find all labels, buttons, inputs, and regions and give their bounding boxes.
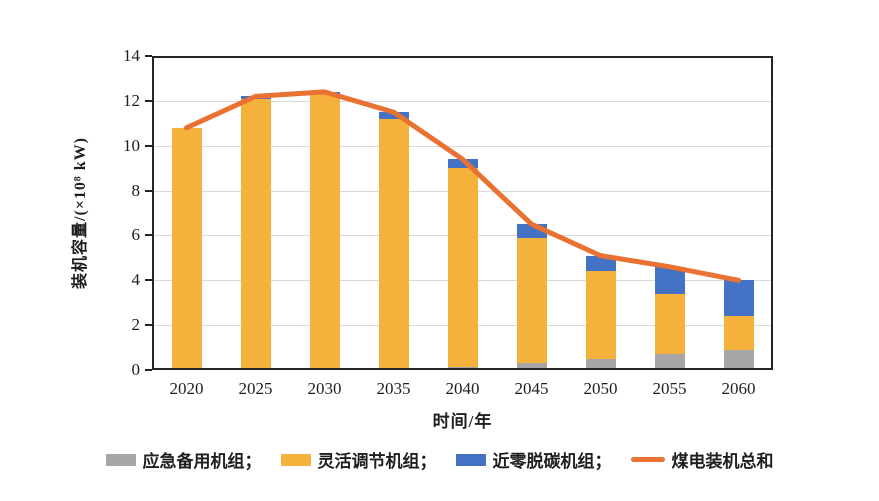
- legend-label: 灵活调节机组；: [317, 452, 437, 471]
- y-tick-mark-0: [145, 369, 152, 371]
- x-tick-label-2040: 2040: [445, 379, 480, 398]
- legend-item-0: 应急备用机组；: [105, 447, 262, 472]
- bar-segment-2040-灵活调节机组: [447, 168, 478, 367]
- y-tick-label-4: 4: [131, 270, 141, 290]
- y-tick-label-8: 8: [131, 180, 141, 200]
- legend-color-swatch: [455, 453, 486, 466]
- legend-item-2: 近零脱碳机组；: [455, 447, 612, 472]
- y-tick-label-10: 10: [123, 135, 140, 155]
- y-tick-label-0: 0: [131, 360, 141, 379]
- bar-segment-2050-应急备用机组: [585, 358, 616, 370]
- bar-segment-2045-应急备用机组: [516, 363, 547, 370]
- x-tick-label-2055: 2055: [652, 379, 687, 398]
- x-tick-label-2030: 2030: [307, 379, 342, 398]
- bar-group-2030: [309, 56, 340, 370]
- bar-segment-2055-灵活调节机组: [654, 293, 685, 355]
- x-tick-label-2035: 2035: [376, 379, 411, 398]
- bar-segment-2060-灵活调节机组: [723, 316, 754, 350]
- x-axis-title: 时间/年: [432, 412, 493, 431]
- bar-segment-2040-近零脱碳机组: [447, 159, 478, 169]
- y-tick-mark-6: [145, 234, 152, 237]
- bar-group-2055: [654, 56, 685, 370]
- bar-group-2035: [378, 56, 409, 370]
- x-axis-tick-labels: 2020 2025 2030 2035 2040 2045 2050 2055 2060: [152, 379, 773, 401]
- y-tick-mark-14: [145, 55, 152, 57]
- bar-segment-2025-灵活调节机组: [240, 98, 271, 370]
- bar-segment-2060-近零脱碳机组: [723, 280, 754, 317]
- y-tick-mark-12: [145, 99, 152, 102]
- legend-line-swatch: [630, 457, 665, 462]
- total-line-layer: [184, 89, 741, 283]
- x-tick-label-2025: 2025: [238, 379, 273, 398]
- y-tick-mark-10: [145, 144, 152, 147]
- bar-group-2040: [447, 56, 478, 370]
- legend-color-swatch: [280, 453, 311, 466]
- bar-segment-2055-近零脱碳机组: [654, 266, 685, 294]
- bar-segment-2050-灵活调节机组: [585, 271, 616, 359]
- x-tick-label-2050: 2050: [583, 379, 618, 398]
- plot-area: [152, 56, 773, 370]
- y-tick-label-14: 14: [123, 46, 140, 65]
- gridline-10: [152, 145, 773, 147]
- legend-item-3: 煤电装机总和: [630, 447, 774, 472]
- bar-segment-2050-近零脱碳机组: [585, 255, 616, 272]
- y-tick-mark-8: [145, 189, 152, 192]
- bar-segment-2055-应急备用机组: [654, 354, 685, 370]
- bar-group-2025: [240, 56, 271, 370]
- bar-segment-2045-灵活调节机组: [516, 237, 547, 364]
- legend-label: 应急备用机组；: [142, 452, 262, 471]
- bar-segment-2030-灵活调节机组: [309, 94, 340, 370]
- x-tick-label-2020: 2020: [169, 379, 204, 398]
- bar-segment-2020-灵活调节机组: [171, 127, 202, 370]
- y-tick-mark-2: [145, 324, 152, 327]
- legend-item-1: 灵活调节机组；: [280, 447, 437, 472]
- y-tick-label-12: 12: [123, 90, 140, 110]
- x-tick-label-2060: 2060: [721, 379, 756, 398]
- bar-group-2060: [723, 56, 754, 370]
- bar-segment-2035-灵活调节机组: [378, 118, 409, 370]
- total-line: [184, 89, 741, 283]
- bar-segment-2035-近零脱碳机组: [378, 112, 409, 119]
- legend-label: 煤电装机总和: [671, 452, 774, 471]
- bar-segment-2060-应急备用机组: [723, 349, 754, 370]
- y-axis-tick-marks: [145, 55, 152, 371]
- x-tick-label-2045: 2045: [514, 379, 549, 398]
- legend-label: 近零脱碳机组；: [492, 452, 612, 471]
- y-tick-mark-4: [145, 279, 152, 282]
- y-axis-tick-labels: 0 2 4 6 8 10 12 14: [0, 46, 141, 379]
- y-tick-label-6: 6: [131, 225, 141, 245]
- legend: 应急备用机组； 灵活调节机组； 近零脱碳机组； 煤电装机总和: [0, 447, 879, 472]
- bar-group-2020: [171, 56, 202, 370]
- gridline-12: [152, 100, 773, 102]
- legend-color-swatch: [105, 453, 136, 466]
- y-tick-label-2: 2: [131, 315, 141, 335]
- bar-group-2050: [585, 56, 616, 370]
